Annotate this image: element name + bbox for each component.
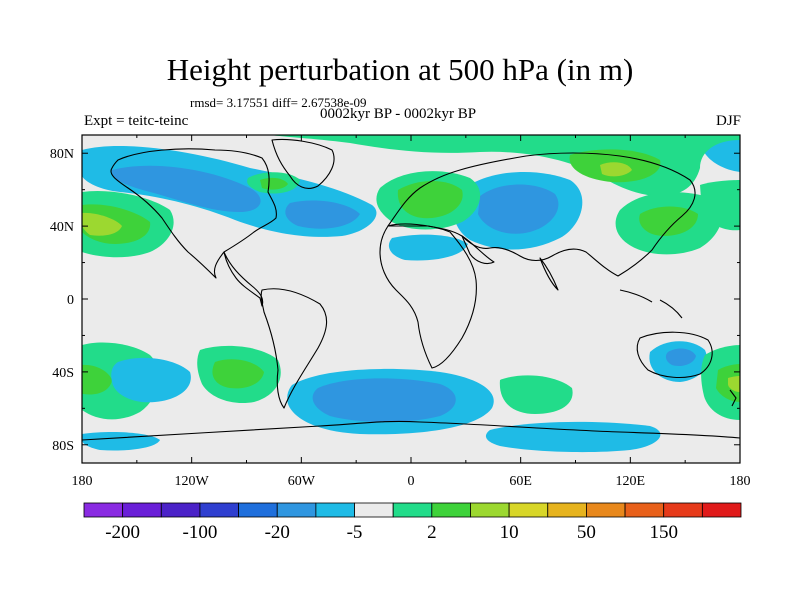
arabia — [461, 235, 495, 265]
anomaly-south-pacific-blue — [111, 357, 191, 403]
anomaly-north-africa — [388, 234, 468, 261]
colorbar-swatch — [663, 502, 703, 518]
coastlines — [82, 138, 740, 441]
australia — [636, 331, 713, 379]
anomaly-east-asia-core — [639, 206, 698, 236]
y-tick-label: 80S — [52, 439, 74, 454]
y-tick-label: 80N — [50, 147, 74, 162]
x-tick-label: 120E — [616, 474, 646, 489]
anomaly-pacific-ne-peak — [82, 212, 122, 236]
anomaly-greenland-core — [260, 177, 288, 190]
anomaly-south-pacific-east-core — [212, 359, 264, 389]
x-tick-label: 60E — [509, 474, 532, 489]
anomaly-southern-ocean-east — [485, 421, 661, 453]
x-tick-label: 0 — [408, 474, 415, 489]
anomaly-siberia-peak — [600, 162, 632, 177]
x-tick-label: 180 — [72, 474, 93, 489]
anomaly-south-atlantic-core — [312, 378, 456, 422]
colorbar-swatch — [122, 502, 162, 518]
south-america — [260, 288, 328, 409]
anomaly-canada-core — [111, 165, 261, 212]
chart-title: Height perturbation at 500 hPa (in m) — [166, 52, 634, 87]
colorbar-swatch — [199, 502, 239, 518]
x-tick-label: 180 — [730, 474, 751, 489]
colorbar-label: -5 — [347, 522, 363, 543]
colorbar-swatch — [276, 502, 317, 518]
season-label: DJF — [715, 113, 741, 129]
anomaly-north-atlantic-core — [285, 200, 360, 229]
india — [539, 257, 559, 291]
colorbar-label: -200 — [105, 522, 140, 543]
anomaly-south-pacific-far-east-peak — [728, 376, 740, 392]
y-axis: 80N 40N 0 40S 80S — [50, 147, 740, 454]
anomaly-central-asia-core — [478, 184, 559, 234]
colorbar-swatch — [315, 502, 355, 518]
greenland — [271, 138, 335, 189]
indonesia — [619, 289, 683, 319]
colorbar-label: 10 — [500, 522, 519, 543]
y-tick-label: 40S — [52, 366, 74, 381]
colorbar-label: 50 — [577, 522, 596, 543]
anomaly-south-pacific-west-core — [82, 364, 112, 395]
anomaly-pacific-far-east — [700, 180, 740, 231]
colorbar-swatch — [431, 502, 471, 518]
x-tick-label: 120W — [175, 474, 210, 489]
colorbar-swatch — [586, 502, 626, 518]
rmsd-diff-text: rmsd= 3.17551 diff= 2.67538e-09 — [190, 95, 367, 110]
y-tick-label: 40N — [50, 220, 74, 235]
colorbar-swatch — [238, 502, 278, 518]
colorbar-label: -20 — [265, 522, 290, 543]
eurasia — [387, 152, 696, 277]
colorbar-swatch — [701, 502, 742, 518]
colorbar-swatch — [83, 502, 124, 518]
period-label: 0002kyr BP - 0002kyr BP — [320, 106, 477, 122]
colorbar-label: 2 — [427, 522, 437, 543]
colorbar-swatch — [470, 502, 510, 518]
colorbar-label: 150 — [649, 522, 678, 543]
y-tick-label: 0 — [67, 293, 74, 308]
new-zealand — [729, 389, 737, 407]
experiment-label: Expt = teitc-teinc — [84, 113, 189, 129]
anomaly-australia-core — [665, 348, 696, 366]
colorbar-swatch — [508, 502, 549, 518]
x-axis: 180 120W 60W 0 60E 120E 180 — [72, 135, 751, 489]
colorbar-swatch — [547, 502, 587, 518]
anomaly-field — [82, 135, 740, 453]
colorbar-label: -100 — [183, 522, 218, 543]
anomaly-europe-core — [397, 181, 463, 219]
colorbar-swatch — [354, 502, 394, 518]
africa — [379, 223, 477, 369]
anomaly-south-indian — [499, 375, 573, 414]
colorbar: -200 -100 -20 -5 2 10 50 150 — [83, 502, 742, 543]
central-america — [223, 251, 264, 307]
x-tick-label: 60W — [288, 474, 316, 489]
colorbar-swatch — [624, 502, 665, 518]
antarctica — [82, 420, 740, 441]
colorbar-swatch — [392, 502, 433, 518]
colorbar-swatch — [160, 502, 201, 518]
